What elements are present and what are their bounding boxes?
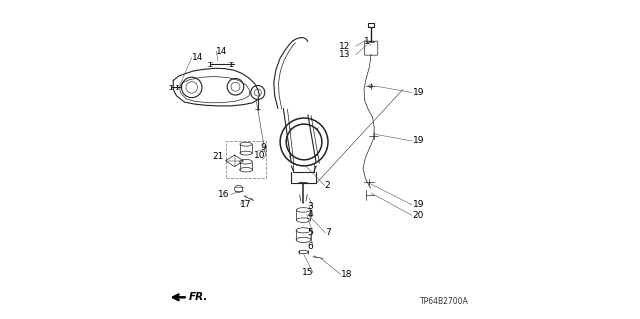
Text: 20: 20 [413,211,424,220]
Text: 19: 19 [413,200,424,209]
Text: 19: 19 [413,137,424,145]
Text: 14: 14 [192,53,203,62]
Text: 16: 16 [218,190,229,199]
Text: 17: 17 [240,200,252,209]
Text: 5: 5 [307,228,313,237]
Text: 9: 9 [260,143,266,152]
Text: 14: 14 [216,47,228,56]
Text: TP64B2700A: TP64B2700A [420,297,468,306]
Text: 7: 7 [325,228,331,237]
Bar [226,141,266,178]
Text: 13: 13 [339,50,350,59]
Text: 4: 4 [307,210,313,219]
Text: 6: 6 [307,242,313,251]
Text: 15: 15 [301,268,313,277]
Text: FR.: FR. [189,292,209,302]
Text: 18: 18 [340,270,352,279]
Text: 2: 2 [324,181,330,190]
Text: 21: 21 [212,152,223,161]
Text: 19: 19 [413,88,424,97]
Text: 12: 12 [339,42,350,51]
Text: 1: 1 [364,37,370,46]
Text: 10: 10 [254,151,266,160]
Text: 3: 3 [307,202,313,211]
